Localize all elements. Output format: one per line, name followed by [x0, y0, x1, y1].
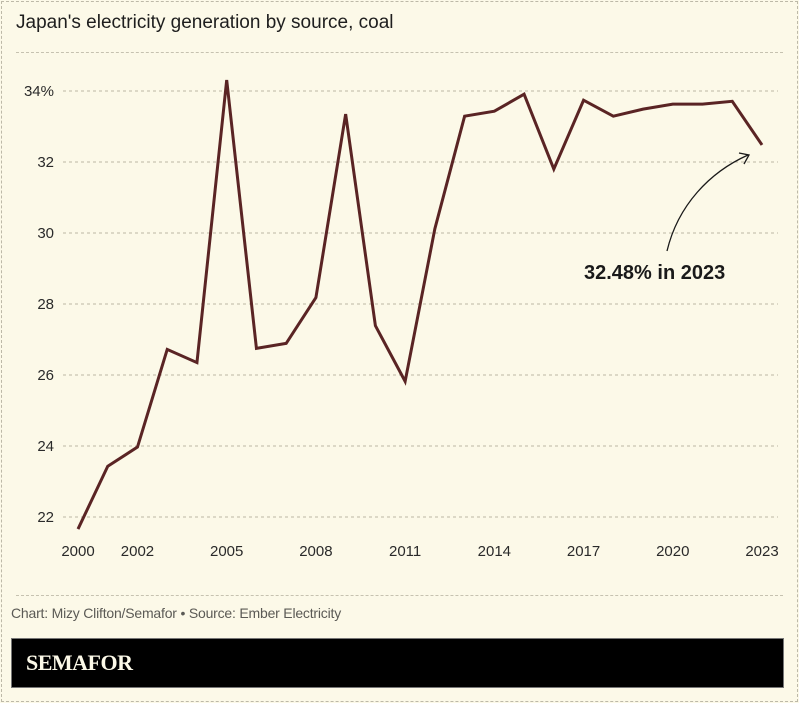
y-tick-label: 28 [37, 296, 54, 313]
series-line-coal [76, 79, 764, 530]
source-credit: Chart: Mizy Clifton/Semafor • Source: Em… [11, 605, 341, 621]
y-tick-label: 22 [37, 509, 54, 526]
annotation-arrow [666, 154, 749, 252]
x-tick-label: 2020 [656, 543, 689, 560]
x-tick-label: 2008 [299, 543, 332, 560]
chart-title: Japan's electricity generation by source… [16, 12, 394, 33]
y-tick-label: 34% [24, 83, 54, 100]
x-tick-label: 2000 [61, 543, 94, 560]
x-tick-label: 2014 [478, 543, 511, 560]
title-divider [16, 52, 783, 53]
y-tick-label: 24 [37, 438, 54, 455]
y-tick-label: 32 [37, 154, 54, 171]
gridlines [63, 90, 778, 518]
brand-banner: SEMAFOR [11, 638, 784, 688]
x-axis: 2000 2002 2005 2008 2011 2014 2017 2020 2023 [61, 543, 778, 560]
x-tick-label: 2005 [210, 543, 243, 560]
y-tick-label: 26 [37, 367, 54, 384]
annotation-label: 32.48% in 2023 [584, 262, 725, 284]
x-tick-label: 2002 [121, 543, 154, 560]
semafor-logo: SEMAFOR [26, 650, 133, 675]
data-points [77, 79, 763, 530]
annotation-arrowhead [738, 152, 751, 165]
line-chart: 22 24 26 28 30 32 34% 2000 2002 2005 2008 2011 2014… [24, 79, 779, 560]
x-tick-label: 2011 [389, 543, 421, 560]
footer-divider [16, 595, 783, 596]
y-axis: 22 24 26 28 30 32 34% [24, 83, 54, 526]
x-tick-label: 2017 [567, 543, 600, 560]
y-tick-label: 30 [37, 225, 54, 242]
x-tick-label: 2023 [745, 543, 778, 560]
